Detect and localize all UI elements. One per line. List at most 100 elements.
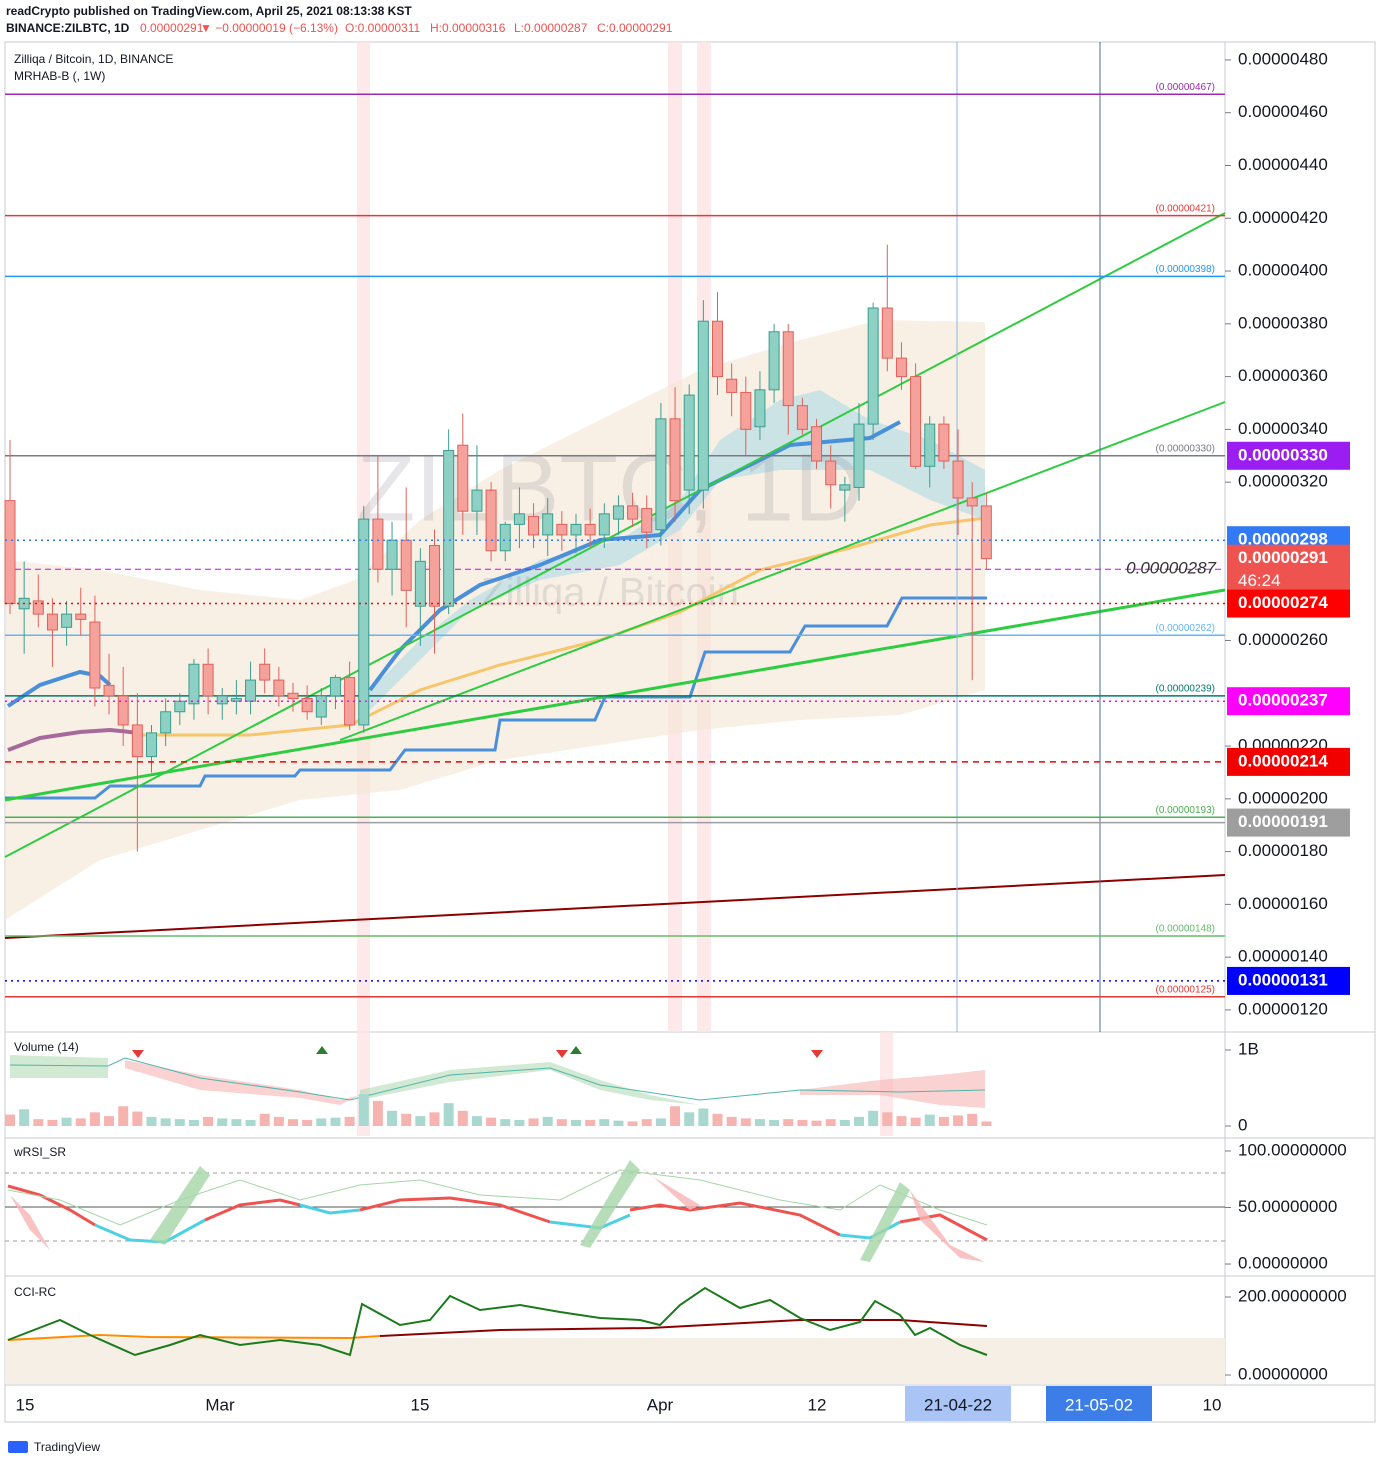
level-label: (0.00000421) [1156, 203, 1216, 214]
candle-body [315, 695, 327, 718]
volume-bar [231, 1119, 242, 1126]
candle-body [542, 513, 554, 536]
volume-bar [698, 1108, 709, 1126]
candle-body [952, 460, 964, 499]
volume-bar [5, 1114, 15, 1126]
volume-bar [599, 1119, 610, 1126]
volume-bar [104, 1116, 115, 1126]
volume-bar [47, 1119, 58, 1126]
trendline-dark [4, 874, 1226, 939]
volume-bar [316, 1118, 327, 1126]
candle-body [782, 331, 794, 407]
rsi-cloud [580, 1160, 640, 1248]
volume-bar [33, 1119, 44, 1126]
price-tag-label: 0.00000191 [1238, 812, 1328, 831]
time-highlight [905, 1386, 1011, 1421]
price-label: 0.00000380 [1238, 313, 1328, 332]
price-label: 0.00000160 [1238, 894, 1328, 913]
volume-axis-label: 1B [1238, 1039, 1259, 1058]
candle-body [499, 523, 511, 552]
volume-bar [627, 1121, 638, 1126]
volume-bar [542, 1116, 553, 1126]
level-label: (0.00000398) [1156, 264, 1216, 275]
ma-purple [7, 727, 141, 752]
pane-axis-label: 0.00000000 [1238, 1364, 1328, 1383]
price-tag [1227, 687, 1350, 716]
volume-bar [217, 1118, 228, 1126]
pane-axis-label: 0.00000000 [1238, 1254, 1328, 1273]
volume-bar [811, 1120, 822, 1126]
volume-bar [302, 1119, 313, 1126]
candle-body [174, 700, 186, 713]
ohlc-open: O:0.00000311 [345, 21, 421, 35]
price-tag [1227, 544, 1350, 595]
volume-bar [924, 1114, 935, 1126]
volume-bar [146, 1116, 157, 1126]
price-tag-label: 0.00000274 [1238, 593, 1328, 612]
rsi-cloud [10, 1195, 50, 1250]
volume-bar [358, 1094, 369, 1126]
volume-bar [19, 1109, 30, 1126]
candle-body [457, 444, 469, 512]
volume-bar [132, 1111, 143, 1126]
time-highlight [1046, 1386, 1152, 1421]
volume-bar [443, 1103, 454, 1126]
last-price: 0.00000291 [140, 21, 204, 35]
level-label: (0.00000125) [1156, 984, 1216, 995]
volume-axis-label: 0 [1238, 1115, 1247, 1134]
time-label: 21-05-02 [1065, 1395, 1133, 1414]
price-tag-label: 0.00000131 [1238, 970, 1328, 989]
rsi-cloud [860, 1182, 910, 1262]
candle-body [160, 711, 172, 734]
volume-bar [981, 1121, 992, 1126]
candle-body [89, 621, 101, 689]
ma-blue-2 [368, 420, 901, 692]
ohlc-close: C:0.00000291 [597, 21, 673, 35]
candle-body [32, 600, 44, 615]
volume-bar [585, 1119, 596, 1126]
ohlc-high: H:0.00000316 [430, 21, 506, 35]
price-label: 0.00000460 [1238, 102, 1328, 121]
volume-bar [896, 1116, 907, 1126]
volume-bar [783, 1119, 794, 1126]
volume-bar [613, 1120, 624, 1126]
price-label: 0.00000440 [1238, 155, 1328, 174]
volume-cloud [360, 1062, 700, 1105]
watermark-sub: Zilliqa / Bitcoin [481, 571, 739, 615]
volume-bar [273, 1116, 284, 1126]
volume-bar [259, 1113, 270, 1126]
cci-signal [379, 1319, 988, 1337]
watermark: ZILBTC, 1D [357, 434, 864, 541]
level-label: (0.00000262) [1156, 623, 1216, 634]
volume-bar [953, 1115, 964, 1126]
candle-body [881, 307, 893, 359]
volume-bar [854, 1116, 864, 1126]
ma-blue [6, 669, 112, 708]
volume-cloud [10, 1055, 108, 1078]
ohlc-low: L:0.00000287 [514, 21, 588, 35]
candle-body [612, 505, 624, 520]
candle-body [683, 394, 695, 491]
price-label: 0.00000180 [1238, 841, 1328, 860]
rsi-line [7, 1184, 96, 1227]
candle-body [372, 518, 384, 570]
rsi-title: wRSI_SR [13, 1145, 66, 1159]
pane-axis-label: 200.00000000 [1238, 1286, 1347, 1305]
volume-bar [75, 1118, 86, 1126]
time-label: 15 [16, 1395, 35, 1414]
level-label: (0.00000239) [1156, 684, 1216, 695]
price-label: 0.00000320 [1238, 472, 1328, 491]
price-label: 0.00000140 [1238, 947, 1328, 966]
price-label: 0.00000260 [1238, 630, 1328, 649]
volume-bar [344, 1116, 355, 1126]
candle-body [796, 405, 808, 430]
candle-body [669, 418, 681, 502]
price-tag [1227, 589, 1350, 618]
volume-cloud [125, 1060, 360, 1105]
candle-body [386, 539, 398, 570]
change: ▼ −0.00000019 (−6.13%) [200, 21, 338, 35]
candle-body [400, 539, 412, 591]
cci-signal [7, 1333, 381, 1341]
candle-body [443, 450, 455, 607]
